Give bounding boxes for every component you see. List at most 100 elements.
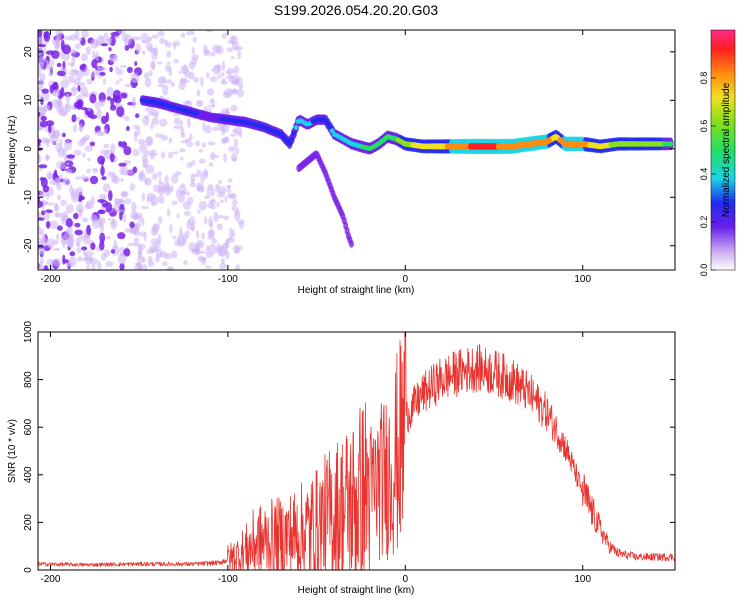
heatmap-noise-blob: [197, 184, 205, 193]
heatmap-noise-blob: [141, 192, 146, 202]
heatmap-y-axis: -20 -10 0 10 20: [23, 46, 675, 253]
heatmap-noise-blob: [152, 172, 158, 181]
heatmap-noise-blob: [70, 87, 78, 91]
heatmap-noise-blob: [53, 239, 59, 245]
heatmap-noise-blob: [158, 194, 165, 204]
heatmap-noise-blob: [49, 220, 59, 230]
heatmap-noise-blob: [156, 61, 163, 65]
heatmap-noise-blob: [98, 92, 106, 103]
heatmap-noise-blob: [173, 117, 181, 125]
heatmap-noise-blob: [98, 66, 107, 71]
heatmap-noise-blob: [65, 162, 70, 166]
heatmap-noise-blob: [76, 116, 81, 122]
heatmap-noise-blob: [106, 36, 112, 43]
heatmap-noise-blob: [189, 133, 193, 141]
heatmap-noise-blob: [78, 235, 83, 243]
heatmap-noise-blob: [38, 262, 43, 270]
heatmap-noise-blob: [195, 246, 201, 256]
heatmap-noise-blob: [201, 232, 205, 240]
heatmap-noise-blob: [99, 232, 106, 244]
heatmap-noise-blob: [74, 43, 82, 50]
snr-x-tick-label: 100: [574, 574, 591, 585]
heatmap-noise-blob: [159, 251, 168, 258]
heatmap-noise-blob: [77, 139, 86, 147]
heatmap-noise-blob: [60, 78, 69, 89]
heatmap-noise-blob: [45, 220, 51, 229]
heatmap-noise-blob: [145, 164, 155, 174]
heatmap-noise-blob: [157, 216, 163, 225]
heatmap-noise-blob: [119, 203, 125, 215]
heatmap-noise-blob: [216, 215, 225, 219]
heatmap-noise-blob: [101, 176, 107, 181]
heatmap-noise-blob: [234, 206, 240, 216]
heatmap-noise-blob: [76, 247, 82, 254]
snr-x-tick-label: 0: [403, 574, 409, 585]
heatmap-noise-blob: [105, 260, 114, 267]
heatmap-noise-blob: [186, 141, 194, 147]
heatmap-noise-blob: [224, 239, 230, 250]
heatmap-noise-blob: [76, 70, 83, 81]
heatmap-noise-blob: [149, 61, 156, 70]
heatmap-noise-blob: [48, 124, 52, 133]
heatmap-noise-blob: [41, 88, 49, 94]
heatmap-noise-blob: [58, 110, 67, 117]
heatmap-y-tick-label: 10: [23, 94, 34, 106]
heatmap-noise-blob: [157, 76, 165, 85]
colorbar-tick-label: 0.8: [699, 72, 709, 85]
heatmap-noise-blob: [141, 205, 150, 210]
heatmap-noise-blob: [46, 238, 55, 249]
heatmap-noise-blob: [144, 77, 152, 88]
heatmap-noise-blob: [86, 224, 91, 236]
heatmap-noise-blob: [138, 138, 146, 145]
heatmap-noise-blob: [191, 160, 196, 166]
heatmap-noise-blob: [197, 255, 204, 262]
heatmap-noise-blob: [198, 148, 204, 153]
heatmap-noise-blob: [85, 250, 94, 257]
heatmap-noise-blob: [64, 35, 73, 41]
heatmap-noise-blob: [234, 126, 242, 136]
heatmap-noise-blob: [115, 209, 125, 213]
heatmap-x-tick-label: 0: [403, 274, 409, 285]
heatmap-noise-blob: [175, 171, 182, 176]
heatmap-ridge-core: [287, 141, 293, 146]
heatmap-noise-blob: [138, 261, 142, 269]
heatmap-noise-blob: [151, 117, 160, 126]
heatmap-noise-blob: [223, 215, 230, 221]
heatmap-noise-blob: [229, 133, 236, 137]
heatmap-noise-blob: [89, 93, 97, 104]
snr-y-axis: 0 200 400 600 800 1000: [23, 320, 675, 573]
heatmap-noise-blob: [226, 47, 234, 53]
heatmap-noise-blob: [102, 203, 108, 208]
heatmap-noise-blob: [169, 224, 173, 234]
heatmap-noise-blob: [77, 38, 83, 42]
heatmap-noise-blob: [178, 71, 182, 75]
heatmap-noise-blob: [103, 249, 111, 258]
heatmap-noise-blob: [55, 143, 63, 153]
heatmap-noise-blob: [120, 141, 128, 149]
heatmap-noise-blob: [157, 234, 162, 244]
colorbar: 0.0 0.2 0.4 0.6 0.8 Normalized spectral ampl…: [699, 29, 736, 276]
heatmap-noise-blob: [142, 50, 146, 56]
heatmap-noise-blob: [54, 178, 61, 187]
heatmap-noise-blob: [96, 130, 103, 136]
heatmap-noise-blob: [90, 242, 96, 251]
heatmap-noise-blob: [217, 63, 221, 74]
heatmap-noise-blob: [119, 77, 123, 82]
heatmap-noise-blob: [53, 258, 62, 267]
heatmap-noise-blob: [232, 245, 240, 254]
heatmap-noise-blob: [98, 217, 106, 225]
heatmap-noise-blob: [73, 124, 77, 133]
heatmap-noise-blob: [126, 169, 134, 175]
heatmap-noise-blob: [123, 115, 130, 121]
heatmap-noise-blob: [237, 50, 242, 60]
heatmap-noise-blob: [52, 247, 61, 252]
heatmap-noise-blob: [205, 245, 210, 254]
heatmap-noise-blob: [89, 175, 99, 185]
heatmap-noise-blob: [225, 75, 234, 79]
heatmap-noise-blob: [148, 70, 153, 77]
heatmap-noise-blob: [67, 242, 74, 249]
heatmap-noise-blob: [115, 80, 120, 85]
heatmap-noise-blob: [229, 193, 237, 200]
heatmap-noise-blob: [178, 80, 186, 91]
heatmap-noise-blob: [91, 263, 96, 270]
